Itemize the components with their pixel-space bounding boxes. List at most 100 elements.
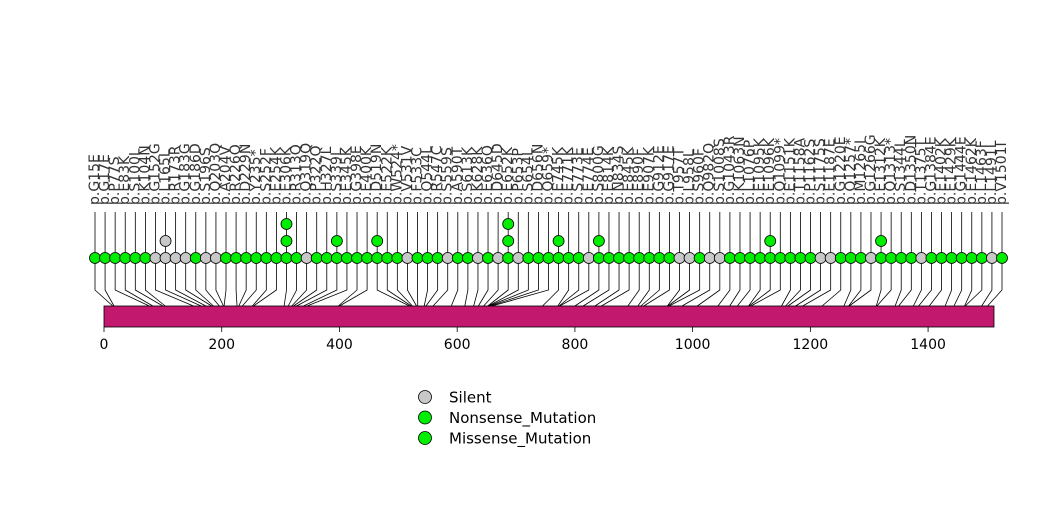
mutation-label: p.L958L xyxy=(682,149,698,205)
mutation-lollipop: p.D1350N xyxy=(898,135,919,307)
mutation-point xyxy=(330,235,343,247)
connector-line xyxy=(918,258,932,307)
x-tick-label: 1000 xyxy=(675,337,711,353)
mutation-lollipop: p.E1462K xyxy=(964,137,980,307)
mutation-point xyxy=(552,235,565,247)
mutation-label: p.S100L xyxy=(127,148,143,205)
connector-line xyxy=(964,258,983,307)
connector-line xyxy=(205,258,220,307)
x-tick-label: 1400 xyxy=(910,337,946,353)
mutation-point xyxy=(693,252,706,264)
connector-line xyxy=(574,258,600,307)
mutation-point xyxy=(905,252,918,264)
connector-line xyxy=(423,258,428,307)
mutation-point xyxy=(159,252,172,264)
connector-line xyxy=(894,258,902,307)
mutation-label: p.G1444E xyxy=(954,136,970,205)
mutation-lollipop: p.E1095K xyxy=(748,137,768,307)
legend-label: Missense_Mutation xyxy=(449,430,591,449)
mutation-point xyxy=(844,252,857,264)
mutation-label: p.G1384E xyxy=(923,136,939,205)
mutation-lollipop: p.M1265I xyxy=(848,140,869,307)
mutation-point xyxy=(683,252,696,264)
mutation-point xyxy=(300,252,313,264)
connector-line xyxy=(483,258,499,307)
mutation-lollipop: p.Q1099* xyxy=(750,138,788,307)
mutation-label: p.G152G xyxy=(147,143,163,205)
mutation-lollipop: p.E254K xyxy=(253,146,284,307)
mutation-point xyxy=(824,252,837,264)
mutation-label: p.M1265I xyxy=(853,140,869,205)
mutation-lollipop: p.S252F xyxy=(252,148,274,307)
mutation-lollipop: p.A204V xyxy=(218,145,234,307)
mutation-point xyxy=(351,252,363,264)
connector-line xyxy=(964,258,973,307)
mutation-label: p.E1187E xyxy=(823,138,839,205)
mutation-label: p.G398E xyxy=(349,145,365,205)
mutation-point xyxy=(834,252,847,264)
mutation-label: p.Q1313* xyxy=(883,138,899,205)
mutation-label: p.L1463F xyxy=(974,140,990,205)
connector-line xyxy=(667,258,690,307)
mutation-lollipop: p.G917E xyxy=(643,145,677,307)
mutation-point xyxy=(855,252,867,264)
connector-line xyxy=(928,258,942,307)
mutation-label: p.E652K xyxy=(500,146,516,205)
mutation-lollipop: p.G1043R xyxy=(717,135,738,307)
mutation-point xyxy=(724,252,736,264)
mutation-lollipop: p.E652K xyxy=(487,146,516,307)
connector-line xyxy=(559,258,590,307)
mutation-lollipop: p.Y235* xyxy=(242,149,264,307)
mutation-lollipop: p.T1158A xyxy=(785,137,808,307)
mutation-point xyxy=(280,252,293,264)
mutation-lollipop: p.S1344L xyxy=(893,139,909,307)
mutation-label: p.E907K xyxy=(641,146,657,205)
mutation-label: p.E1312K xyxy=(873,137,889,205)
connector-line xyxy=(165,258,202,307)
mutation-label: p.S252F xyxy=(258,148,274,205)
connector-line xyxy=(396,258,413,307)
connector-line xyxy=(104,258,115,307)
mutation-label: p.Y235* xyxy=(248,149,264,205)
mutation-lollipop: p.D229N xyxy=(238,144,254,307)
mutation-lollipop: p.A590T xyxy=(450,146,466,307)
mutation-point xyxy=(703,252,716,264)
mutation-label: p.E254K xyxy=(268,146,284,205)
mutation-label: p.S196S xyxy=(198,147,214,205)
mutation-point xyxy=(955,252,968,264)
mutation-point xyxy=(996,252,1008,264)
mutation-point xyxy=(250,252,263,264)
connector-line xyxy=(425,258,439,307)
mutation-label: p.L1491L xyxy=(984,140,1000,205)
connector-line xyxy=(729,258,741,307)
mutation-label: p.E814K xyxy=(601,146,617,205)
connector-line xyxy=(953,258,963,307)
mutation-label: p.G1266G xyxy=(863,134,879,205)
mutation-label: p.F533C xyxy=(409,147,425,205)
mutation-point xyxy=(895,252,908,264)
mutation-label: p.K104N xyxy=(137,145,153,205)
mutation-point xyxy=(572,252,585,264)
mutation-point xyxy=(542,252,555,264)
mutation-label: p.G1220E xyxy=(833,136,849,205)
mutation-label: p.P77S xyxy=(107,156,123,205)
protein-bar xyxy=(103,305,995,328)
connector-line xyxy=(124,258,154,307)
mutation-point xyxy=(935,252,948,264)
mutation-label: p.R173R xyxy=(168,145,184,205)
mutation-point xyxy=(663,252,676,264)
mutation-point xyxy=(461,252,474,264)
mutation-point xyxy=(361,252,374,264)
mutation-lollipop: p.K628K xyxy=(470,146,486,307)
mutation-point xyxy=(371,235,384,247)
mutation-point xyxy=(129,252,142,264)
mutation-lollipop: p.G1266G xyxy=(848,134,879,307)
connector-line xyxy=(293,258,318,307)
mutation-label: p.G1043R xyxy=(722,135,738,205)
mutation-label: p.E1462K xyxy=(964,137,980,205)
mutation-label: p.D229N xyxy=(238,144,254,205)
x-tick-label: 400 xyxy=(326,337,353,353)
mutation-lollipop: p.E345K xyxy=(306,146,355,307)
mutation-label: p.S559S xyxy=(440,147,456,205)
connector-line xyxy=(848,258,862,307)
